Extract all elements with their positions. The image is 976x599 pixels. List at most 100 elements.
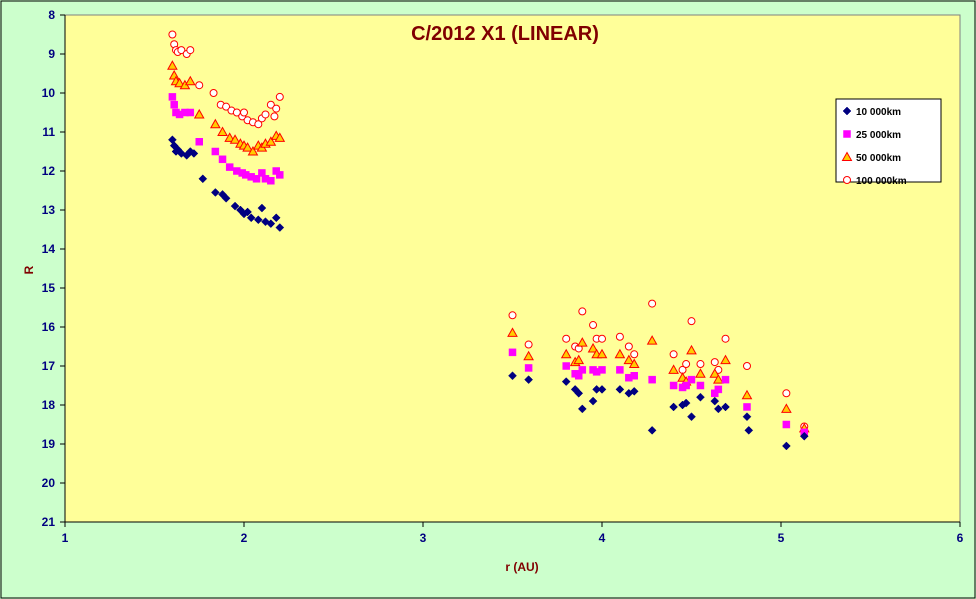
point-square bbox=[276, 171, 284, 179]
point-circle bbox=[721, 334, 730, 343]
point-triangle bbox=[560, 348, 572, 359]
point-triangle bbox=[686, 344, 697, 355]
point-triangle bbox=[614, 348, 626, 359]
series-diamond-points bbox=[168, 135, 809, 451]
series-circle-points bbox=[168, 30, 809, 431]
point-diamond bbox=[713, 404, 723, 414]
point-diamond bbox=[271, 213, 281, 223]
point-diamond bbox=[198, 174, 208, 184]
y-tick-label: 20 bbox=[42, 476, 56, 490]
point-square bbox=[721, 375, 730, 384]
point-triangle bbox=[247, 145, 259, 156]
point-triangle bbox=[576, 337, 588, 347]
point-circle bbox=[186, 46, 195, 55]
x-tick-label: 1 bbox=[62, 531, 69, 545]
point-square bbox=[168, 93, 177, 101]
point-triangle bbox=[628, 358, 640, 369]
point-square bbox=[648, 375, 656, 384]
point-diamond bbox=[266, 219, 276, 229]
y-tick-label: 13 bbox=[42, 203, 56, 217]
point-square bbox=[252, 175, 261, 183]
point-triangle bbox=[712, 374, 724, 384]
point-triangle bbox=[523, 350, 534, 361]
point-circle bbox=[524, 340, 533, 349]
point-triangle bbox=[668, 364, 679, 374]
y-axis-label: R bbox=[22, 265, 36, 274]
point-diamond bbox=[597, 385, 607, 394]
point-circle bbox=[562, 334, 571, 343]
chart-title: C/2012 X1 (LINEAR) bbox=[411, 23, 599, 45]
point-square bbox=[782, 420, 791, 429]
x-tick-label: 5 bbox=[778, 531, 785, 545]
x-tick-label: 2 bbox=[241, 531, 248, 545]
point-triangle bbox=[229, 134, 241, 144]
point-diamond bbox=[721, 402, 730, 412]
point-circle bbox=[240, 108, 248, 117]
point-diamond bbox=[710, 396, 720, 406]
point-square bbox=[682, 381, 690, 390]
point-circle bbox=[508, 311, 517, 320]
point-diamond bbox=[647, 425, 657, 435]
point-diamond bbox=[574, 388, 584, 398]
point-triangle bbox=[507, 327, 518, 337]
point-triangle bbox=[274, 132, 286, 142]
point-circle bbox=[266, 100, 275, 109]
point-circle bbox=[624, 342, 633, 351]
point-circle bbox=[598, 334, 606, 343]
point-square bbox=[218, 155, 227, 164]
point-circle bbox=[710, 358, 719, 367]
y-tick-label: 11 bbox=[42, 125, 55, 139]
point-circle bbox=[261, 110, 270, 119]
point-circle bbox=[254, 120, 263, 129]
legend-entry: 50 000km bbox=[841, 151, 901, 164]
legend: 10 000km 25 000km 50 000km 100 000km bbox=[835, 98, 942, 187]
point-circle bbox=[222, 102, 231, 111]
y-tick-label: 15 bbox=[42, 281, 56, 295]
point-circle bbox=[669, 350, 678, 359]
x-tick-label: 3 bbox=[420, 531, 427, 545]
point-square bbox=[578, 366, 587, 374]
point-triangle bbox=[210, 118, 221, 129]
point-triangle bbox=[573, 354, 585, 365]
y-tick-label: 19 bbox=[42, 437, 56, 451]
point-diamond bbox=[221, 193, 231, 203]
point-square bbox=[508, 348, 517, 357]
point-diamond bbox=[275, 223, 285, 232]
point-triangle bbox=[741, 389, 753, 400]
point-diamond bbox=[687, 412, 696, 422]
point-diamond bbox=[253, 215, 263, 225]
point-square bbox=[743, 403, 751, 411]
point-diamond bbox=[508, 371, 517, 381]
point-square bbox=[714, 385, 723, 394]
point-diamond bbox=[230, 201, 240, 211]
y-tick-label: 14 bbox=[42, 242, 56, 256]
point-square bbox=[267, 177, 275, 185]
point-diamond bbox=[189, 149, 199, 158]
point-triangle bbox=[695, 368, 706, 378]
point-triangle bbox=[174, 77, 185, 88]
point-square bbox=[687, 375, 696, 384]
point-diamond bbox=[742, 412, 752, 422]
point-circle bbox=[209, 89, 218, 97]
point-diamond bbox=[782, 441, 791, 451]
point-diamond bbox=[257, 203, 267, 213]
point-triangle bbox=[623, 354, 635, 365]
plot-area bbox=[64, 14, 961, 523]
point-triangle bbox=[720, 354, 731, 365]
legend-entry: 100 000km bbox=[843, 176, 907, 187]
x-tick-label: 4 bbox=[599, 531, 606, 545]
y-tick-label: 17 bbox=[42, 359, 56, 373]
y-tick-label: 9 bbox=[48, 47, 55, 61]
point-triangle bbox=[781, 403, 792, 413]
point-triangle bbox=[242, 142, 253, 152]
point-circle bbox=[275, 92, 284, 101]
point-square bbox=[598, 366, 606, 374]
point-square bbox=[524, 364, 533, 372]
y-tick-label: 16 bbox=[42, 320, 56, 334]
point-triangle bbox=[596, 348, 608, 359]
point-diamond bbox=[561, 377, 571, 386]
legend-label: 25 000km bbox=[856, 130, 901, 141]
point-circle bbox=[272, 104, 281, 113]
point-circle bbox=[578, 307, 587, 316]
